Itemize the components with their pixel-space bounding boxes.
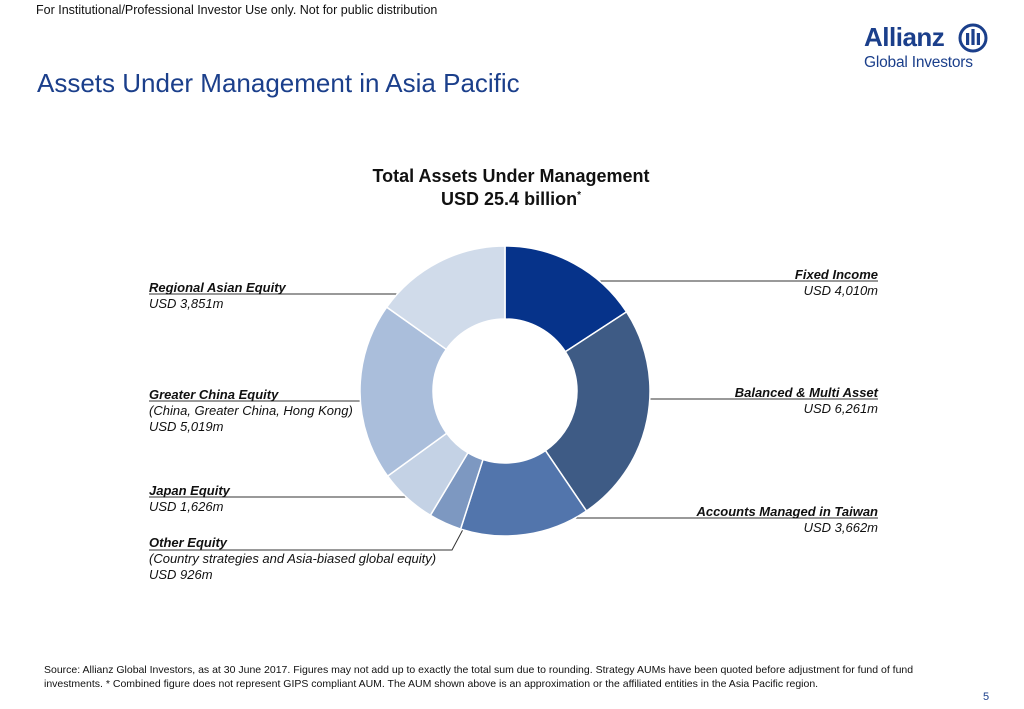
- logo-subtitle: Global Investors: [864, 54, 973, 71]
- slice-name: Fixed Income: [794, 267, 878, 282]
- source-footnote: Source: Allianz Global Investors, as at …: [44, 664, 914, 690]
- label-accounts-managed-taiwan: Accounts Managed in Taiwan USD 3,662m: [640, 504, 878, 536]
- chart-subtitle: USD 25.4 billion*: [441, 189, 581, 209]
- slice-name: Regional Asian Equity: [149, 280, 286, 295]
- page-title: Assets Under Management in Asia Pacific: [37, 68, 520, 98]
- slice-value: USD 4,010m: [803, 283, 878, 298]
- footnote-mark: *: [577, 190, 581, 201]
- logo-wordmark: Allianz: [864, 22, 945, 52]
- slice-name: Greater China Equity: [149, 387, 279, 402]
- label-japan-equity: Japan Equity USD 1,626m: [149, 483, 230, 515]
- slice-value: USD 5,019m: [149, 419, 224, 434]
- slice-note: (China, Greater China, Hong Kong): [149, 403, 353, 418]
- donut-slice-greater-china-equity: [359, 306, 448, 478]
- label-regional-asian-equity: Regional Asian Equity USD 3,851m: [149, 280, 286, 312]
- label-balanced-multi-asset: Balanced & Multi Asset USD 6,261m: [660, 385, 878, 417]
- page-number: 5: [983, 691, 990, 703]
- slice-value: USD 3,662m: [803, 520, 878, 535]
- donut-slice-balanced-multi-asset: [544, 310, 651, 513]
- slice-value: USD 926m: [149, 567, 213, 582]
- slice-value: USD 6,261m: [803, 401, 878, 416]
- slice-value: USD 3,851m: [149, 296, 224, 311]
- label-other-equity: Other Equity (Country strategies and Asi…: [149, 535, 436, 583]
- slice-name: Balanced & Multi Asset: [734, 385, 878, 400]
- slice-name: Japan Equity: [149, 483, 230, 498]
- allianz-eagle-icon: [958, 23, 988, 53]
- chart-title: Total Assets Under Management: [372, 166, 650, 186]
- donut-slice-regional-asian-equity: [385, 245, 506, 351]
- disclaimer-text: For Institutional/Professional Investor …: [36, 3, 438, 17]
- allianz-logo: Allianz Global Investors: [864, 22, 994, 74]
- slice-name: Accounts Managed in Taiwan: [696, 504, 878, 519]
- slice-note: (Country strategies and Asia-biased glob…: [149, 551, 437, 566]
- label-greater-china-equity: Greater China Equity (China, Greater Chi…: [149, 387, 353, 435]
- slice-name: Other Equity: [149, 535, 228, 550]
- label-fixed-income: Fixed Income USD 4,010m: [690, 267, 878, 299]
- slice-value: USD 1,626m: [149, 499, 224, 514]
